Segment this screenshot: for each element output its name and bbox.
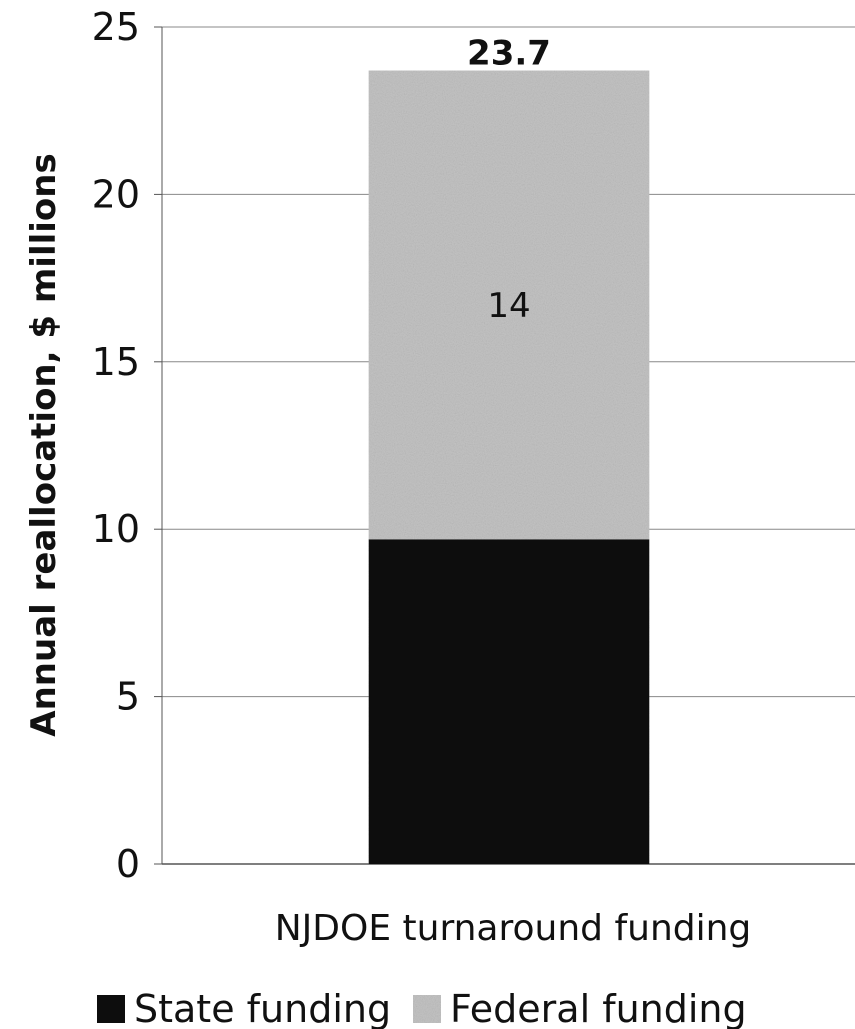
bar-stack (369, 71, 650, 864)
y-tick-label-5: 5 (116, 675, 140, 719)
data-label-federal: 14 (487, 286, 530, 326)
y-tick-label-20: 20 (92, 172, 140, 216)
legend-label-federal: Federal funding (450, 987, 747, 1029)
y-tick-label-25: 25 (92, 5, 140, 49)
data-label-total: 23.7 (467, 34, 551, 74)
y-tick-label-15: 15 (92, 340, 140, 384)
bar-segment-state (369, 539, 650, 864)
legend-swatch-federal (413, 995, 441, 1023)
x-category-label: NJDOE turnaround funding (275, 908, 752, 949)
y-axis: 0 5 10 15 20 25 (92, 5, 162, 886)
y-axis-title: Annual reallocation, $ millions (24, 153, 64, 736)
y-tick-label-10: 10 (92, 507, 140, 551)
legend-swatch-state (97, 995, 125, 1023)
legend-label-state: State funding (134, 987, 391, 1029)
legend: State funding Federal funding (97, 987, 747, 1029)
y-tick-label-0: 0 (116, 842, 140, 886)
